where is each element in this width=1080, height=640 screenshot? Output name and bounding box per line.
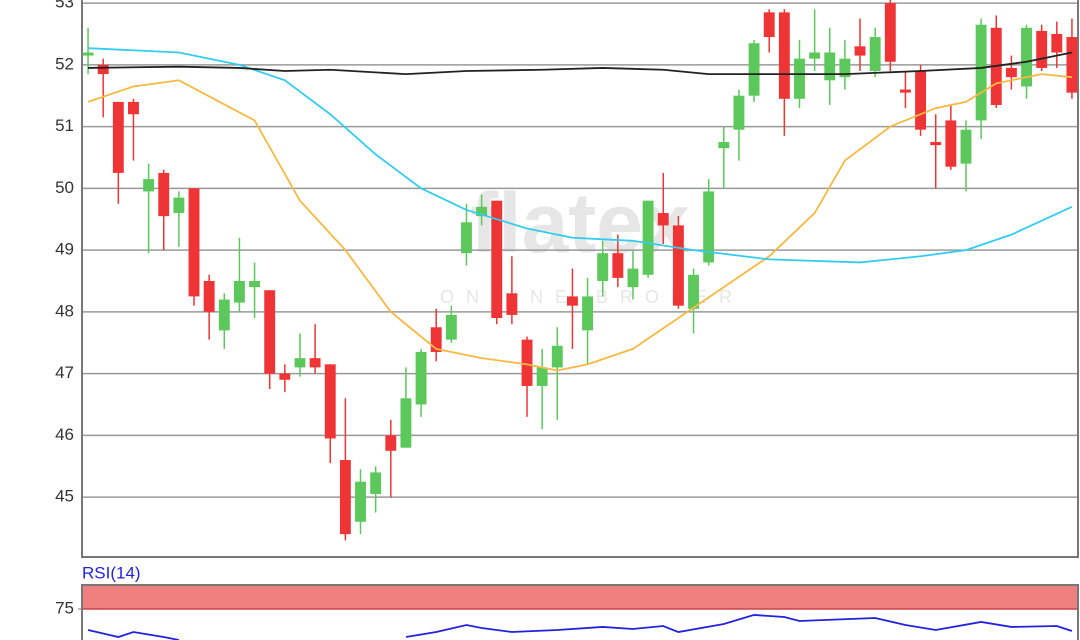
candle-body	[188, 188, 200, 297]
candle-body	[128, 101, 139, 115]
candle-body	[899, 89, 911, 93]
candle-body	[461, 222, 472, 254]
candle-body	[491, 200, 503, 319]
candle-body	[642, 200, 654, 275]
y-tick-label: 46	[55, 425, 74, 444]
candle-body	[1036, 30, 1048, 68]
y-tick-label: 49	[55, 240, 74, 259]
candle-body	[385, 435, 397, 451]
candle-body	[612, 253, 624, 278]
candle-body	[355, 481, 366, 522]
plot-frame	[81, 0, 1079, 558]
candle-body	[718, 142, 730, 149]
candle-body	[264, 290, 276, 374]
rsi-title: RSI(14)	[82, 563, 141, 582]
candle-body	[854, 46, 866, 56]
candle-body	[824, 52, 836, 81]
overbought-band	[81, 584, 1079, 610]
candle-body	[960, 129, 972, 164]
y-tick-label: 48	[55, 301, 74, 320]
candle-body	[400, 398, 412, 448]
candle-body	[339, 460, 351, 535]
candle-body	[884, 3, 896, 62]
candle-body	[1021, 27, 1032, 87]
candle-body	[945, 120, 957, 167]
candle-body	[370, 472, 382, 495]
candle-body	[657, 213, 669, 226]
candle-body	[279, 373, 291, 380]
candle-body	[551, 345, 563, 368]
candle-body	[1051, 33, 1063, 53]
candle-body	[930, 142, 942, 146]
moving-average-line	[88, 51, 1073, 76]
y-tick-label: 47	[55, 363, 74, 382]
candle-body	[975, 24, 987, 121]
candle-body	[445, 314, 457, 340]
candle-body	[566, 296, 578, 306]
candle-body	[869, 37, 881, 72]
candle-body	[112, 101, 124, 173]
candle-body	[597, 253, 609, 281]
candle-body	[794, 58, 805, 99]
candle-body	[324, 364, 336, 439]
candle-body	[233, 280, 245, 303]
y-tick-label: 53	[55, 0, 74, 12]
candle-body	[506, 293, 518, 315]
candle-body	[703, 191, 715, 263]
candle-body	[203, 280, 215, 312]
candle-body	[97, 64, 109, 75]
moving-average-line	[88, 47, 1073, 264]
panel-frame	[81, 584, 1079, 640]
candle-body	[582, 296, 594, 331]
candle-body	[627, 268, 639, 288]
candle-body	[294, 358, 306, 368]
candle-body	[1066, 37, 1078, 93]
candle-body	[218, 299, 230, 331]
candle-body	[748, 43, 760, 96]
candle-body	[672, 225, 684, 306]
candle-body	[521, 339, 533, 386]
candle-body	[249, 280, 261, 288]
candle-body	[915, 71, 927, 130]
candle-body	[778, 12, 790, 99]
candle-body	[809, 52, 821, 59]
candle-body	[430, 327, 442, 352]
candle-body	[415, 351, 427, 405]
y-tick-label: 45	[55, 487, 74, 506]
candle-body	[763, 12, 775, 38]
watermark-brand: flatex	[470, 176, 690, 270]
y-tick-label: 52	[55, 54, 74, 73]
candle-body	[82, 52, 94, 56]
candle-body	[143, 179, 155, 192]
candle-body	[173, 197, 185, 214]
candle-body	[476, 206, 488, 217]
candle-body	[839, 58, 851, 78]
rsi-line	[87, 614, 1073, 640]
moving-average-line	[87, 73, 1073, 372]
candle-body	[733, 95, 745, 130]
y-tick-label: 51	[55, 116, 74, 135]
candle-body	[688, 274, 699, 309]
candle-body	[1005, 67, 1017, 78]
y-tick-label: 50	[55, 178, 74, 197]
candle-body	[158, 172, 170, 217]
y-tick-label: 75	[55, 598, 74, 617]
candle-body	[536, 367, 548, 386]
candle-body	[309, 358, 321, 368]
